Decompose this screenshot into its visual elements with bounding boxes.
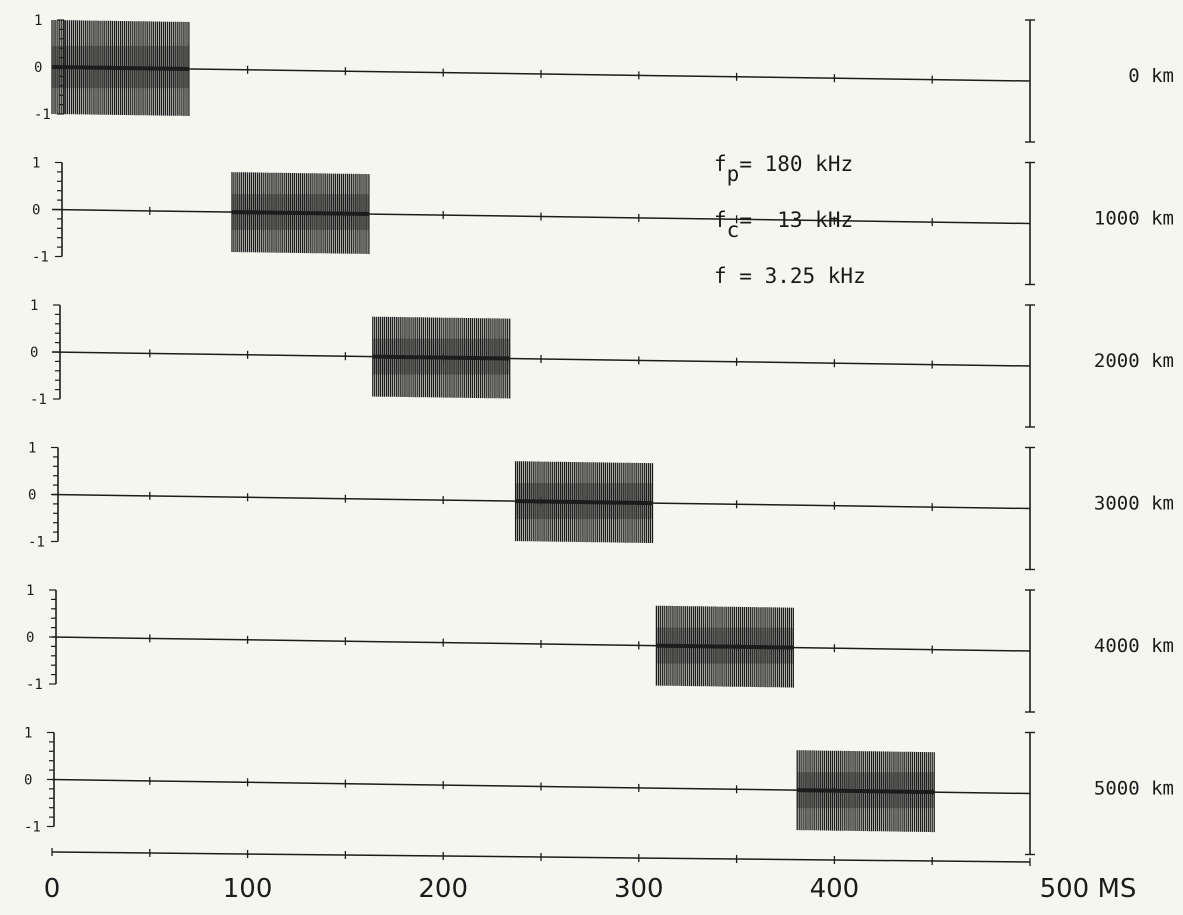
trace-1000-km: 1 0 -1 1000 km	[32, 156, 1174, 286]
fc-subscript: c	[726, 218, 740, 242]
fc-value: = 13 kHz	[739, 208, 854, 232]
y-tick-label: 0	[32, 203, 40, 219]
signal-burst-center	[231, 210, 369, 217]
y-tick-label: -1	[28, 535, 45, 551]
distance-label: 2000 km	[1094, 350, 1174, 372]
f-text: f = 3.25 kHz	[714, 264, 866, 288]
y-tick-label: -1	[24, 820, 41, 836]
y-tick-label: 0	[26, 630, 34, 646]
x-axis: 0 100 200 300 400 500 MS	[44, 848, 1137, 904]
x-tick-label: 0	[44, 874, 61, 904]
y-tick-label: 0	[24, 773, 32, 789]
fp-symbol: f	[714, 152, 727, 176]
x-tick-label: 300	[614, 874, 664, 904]
trace-3000-km: 1 0 -1 3000 km	[28, 441, 1174, 571]
y-tick-label: 0	[28, 488, 36, 504]
trace-5000-km: 1 0 -1 5000 km	[24, 726, 1174, 856]
x-tick-label: 500 MS	[1040, 874, 1137, 904]
trace-2000-km: 1 0 -1 2000 km	[30, 298, 1174, 428]
y-tick-label: -1	[34, 107, 51, 123]
signal-burst-center	[51, 65, 189, 71]
distance-label: 0 km	[1128, 65, 1174, 87]
trace-0-km: 1 0 -1 0 km	[34, 13, 1174, 143]
y-tick-label: 1	[32, 156, 40, 172]
x-tick-label: 100	[223, 874, 273, 904]
distance-label: 4000 km	[1094, 635, 1174, 657]
y-tick-label: 0	[30, 345, 38, 361]
fp-annotation: fp= 180 kHz	[714, 152, 854, 186]
fp-subscript: p	[726, 162, 740, 186]
x-tick-label: 200	[418, 874, 468, 904]
distance-label: 3000 km	[1094, 493, 1174, 515]
signal-burst-center	[656, 643, 794, 650]
fp-value: = 180 kHz	[739, 152, 854, 176]
y-tick-label: 1	[24, 726, 32, 742]
y-tick-label: 1	[30, 298, 38, 314]
y-tick-label: -1	[30, 392, 47, 408]
y-tick-label: 1	[34, 13, 42, 29]
signal-burst-center	[372, 354, 510, 361]
x-tick-label: 400	[810, 874, 860, 904]
fc-symbol: f	[714, 208, 727, 232]
fc-annotation: fc= 13 kHz	[714, 208, 854, 242]
f-annotation: f = 3.25 kHz	[714, 264, 866, 288]
distance-label: 5000 km	[1094, 778, 1174, 800]
distance-label: 1000 km	[1094, 208, 1174, 230]
y-tick-label: -1	[32, 250, 49, 266]
trace-4000-km: 1 0 -1 4000 km	[26, 583, 1174, 713]
y-tick-label: 1	[26, 583, 34, 599]
signal-burst-center	[797, 788, 935, 795]
signal-burst-center	[515, 499, 653, 506]
y-tick-label: 0	[34, 60, 42, 76]
y-tick-label: 1	[28, 441, 36, 457]
y-tick-label: -1	[26, 677, 43, 693]
